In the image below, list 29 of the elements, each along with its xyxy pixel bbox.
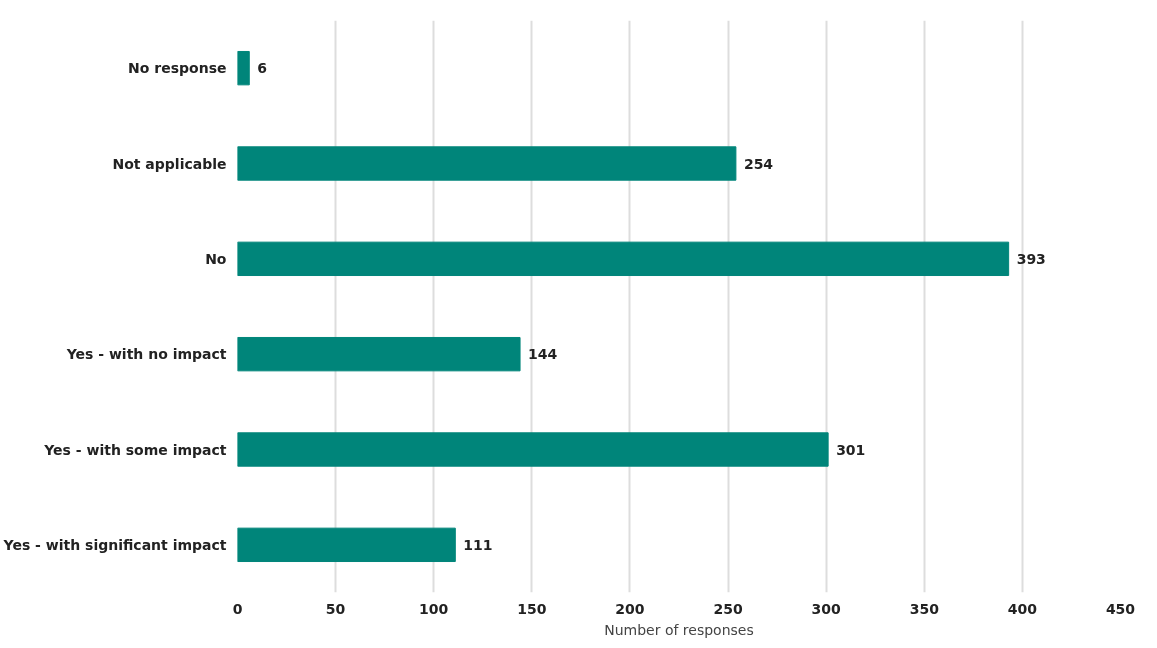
x-tick-label: 0 xyxy=(232,600,243,617)
bar xyxy=(237,336,521,372)
y-tick-label: Yes - with no impact xyxy=(65,346,227,363)
x-tick-label: 200 xyxy=(615,600,645,617)
data-label: 111 xyxy=(463,536,493,553)
x-axis-title: Number of responses xyxy=(604,621,754,638)
bar xyxy=(237,432,829,467)
bar xyxy=(237,146,737,181)
y-tick-label: Yes - with some impact xyxy=(43,441,227,458)
x-tick-label: 450 xyxy=(1105,600,1136,617)
data-label: 254 xyxy=(743,155,774,172)
data-label: 301 xyxy=(836,441,866,458)
x-tick-label: 50 xyxy=(325,600,346,617)
x-tick-label: 350 xyxy=(909,600,940,617)
y-tick-label: No xyxy=(205,250,227,267)
y-tick-label: Not applicable xyxy=(112,155,227,172)
bar xyxy=(237,527,456,563)
x-tick-label: 250 xyxy=(713,600,743,617)
y-tick-label: Yes - with significant impact xyxy=(2,536,227,553)
bar xyxy=(237,241,1010,277)
data-label: 144 xyxy=(528,346,558,363)
x-tick-label: 400 xyxy=(1007,600,1038,617)
data-label: 393 xyxy=(1016,250,1046,267)
x-tick-label: 150 xyxy=(517,600,547,617)
x-tick-label: 100 xyxy=(419,600,449,617)
x-tick-label: 300 xyxy=(811,600,842,617)
data-label: 6 xyxy=(257,60,268,77)
bar xyxy=(237,50,250,86)
y-tick-label: No response xyxy=(128,60,227,77)
